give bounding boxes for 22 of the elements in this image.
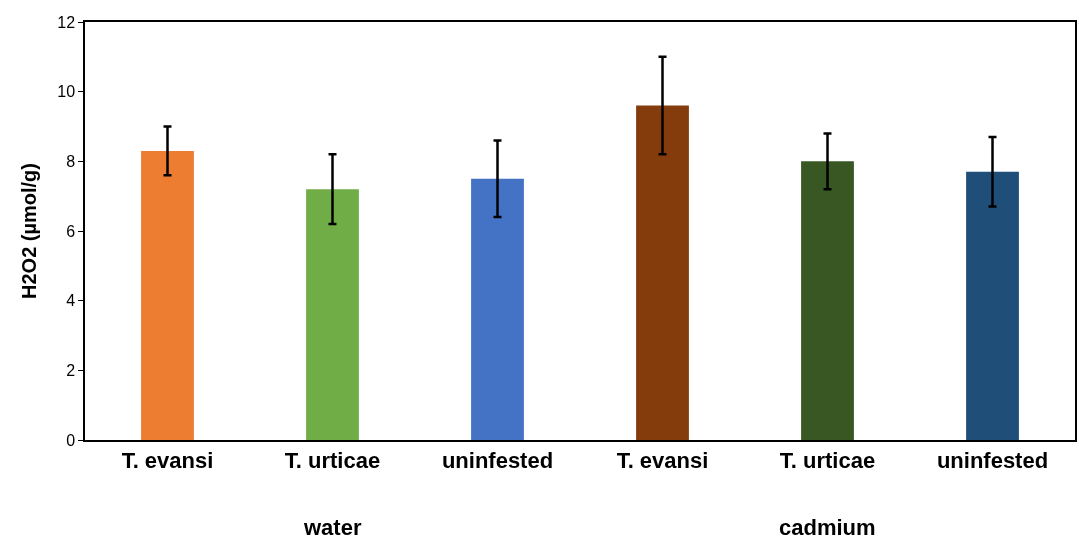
- x-tick-label: uninfested: [441, 448, 554, 474]
- y-axis-title: H2O2 (µmol/g): [18, 163, 41, 299]
- y-tick-label: 2: [66, 361, 76, 379]
- x-tick-label: T. urticae: [284, 448, 381, 474]
- y-tick-label: 8: [66, 152, 76, 170]
- y-tick-label: 0: [66, 431, 76, 449]
- text: cadmium: [779, 515, 876, 540]
- y-tick-label: 12: [57, 13, 76, 31]
- bar: [471, 178, 524, 440]
- text: water: [303, 515, 362, 540]
- x-tick-label: T. evansi: [121, 448, 214, 474]
- bar: [306, 189, 359, 440]
- bar: [801, 161, 854, 440]
- y-tick-label: 4: [66, 292, 76, 310]
- bar: [636, 105, 689, 440]
- x-tick-label: T. evansi: [616, 448, 709, 474]
- y-tick-label: 6: [66, 222, 76, 240]
- x-tick-label: uninfested: [936, 448, 1049, 474]
- bar: [966, 171, 1019, 440]
- x-tick-label: T. urticae: [779, 448, 876, 474]
- y-tick-label: 10: [57, 83, 76, 101]
- bar: [141, 150, 194, 440]
